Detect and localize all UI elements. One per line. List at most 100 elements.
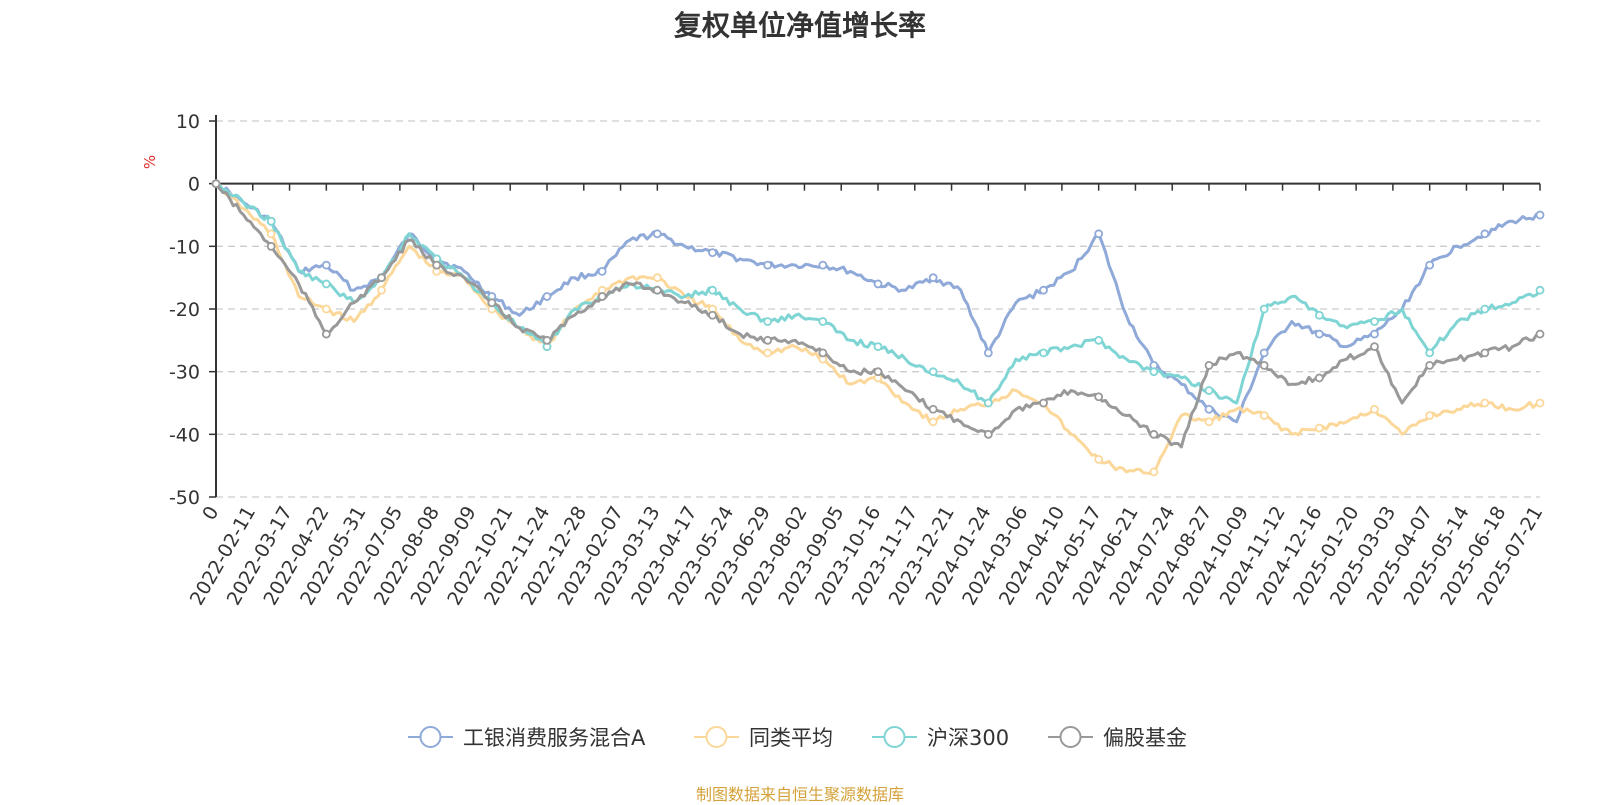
data-source-credit: 制图数据来自恒生聚源数据库 xyxy=(695,785,904,804)
series-point xyxy=(928,417,938,427)
series-point xyxy=(542,292,552,301)
series-point xyxy=(1094,454,1104,464)
series-point xyxy=(1425,260,1435,270)
series-point xyxy=(266,216,276,226)
series-point xyxy=(1204,417,1214,427)
y-axis-unit-label: % xyxy=(141,155,159,169)
series-point xyxy=(1259,304,1269,314)
y-tick-label: 0 xyxy=(188,174,200,196)
series-point xyxy=(763,260,773,270)
series-point xyxy=(983,398,993,408)
legend-item-3[interactable]: 偏股基金 xyxy=(1048,726,1187,750)
series-point xyxy=(1039,348,1048,358)
legend: 工银消费服务混合A 同类平均 沪深300 偏股基金 xyxy=(408,726,1187,750)
series-point xyxy=(873,342,883,352)
series-point xyxy=(652,273,662,283)
series-point xyxy=(1259,411,1269,420)
series-point xyxy=(321,329,331,339)
series-lines xyxy=(211,179,1545,477)
legend-label: 沪深300 xyxy=(927,726,1009,750)
series-point xyxy=(1259,360,1269,370)
legend-marker-icon xyxy=(1059,726,1082,748)
y-tick-label: -20 xyxy=(169,299,200,321)
series-point xyxy=(1314,310,1324,320)
chart-title: 复权单位净值增长率 xyxy=(673,9,926,42)
legend-marker-icon xyxy=(419,726,442,748)
series-point xyxy=(377,273,386,283)
legend-label: 工银消费服务混合A xyxy=(463,726,646,750)
y-tick-label: -40 xyxy=(169,424,200,446)
series-point xyxy=(1204,360,1214,370)
legend-marker-icon xyxy=(883,726,906,748)
series-point xyxy=(1149,429,1159,439)
series-point xyxy=(928,404,938,414)
series-point xyxy=(928,273,938,283)
series-point xyxy=(487,298,497,308)
series-point xyxy=(708,248,717,258)
series-point xyxy=(211,179,221,189)
legend-marker-icon xyxy=(705,726,728,748)
series-point xyxy=(1425,360,1435,370)
series-point xyxy=(1480,304,1490,314)
series-point xyxy=(1314,329,1324,339)
series-point xyxy=(1204,404,1214,414)
series-point xyxy=(763,317,773,326)
series-point xyxy=(1370,317,1379,326)
legend-item-2[interactable]: 沪深300 xyxy=(872,726,1009,750)
legend-item-0[interactable]: 工银消费服务混合A xyxy=(408,726,646,750)
series-point xyxy=(873,367,883,377)
series-point xyxy=(1094,335,1104,345)
series-point xyxy=(818,260,828,270)
series-point xyxy=(377,285,386,295)
series-point xyxy=(708,285,717,295)
x-tick-label: 0 xyxy=(198,503,223,524)
series-point xyxy=(1370,342,1379,352)
series-point xyxy=(763,335,773,345)
series-point xyxy=(873,279,883,289)
series-point xyxy=(1370,329,1379,339)
y-tick-label: -50 xyxy=(169,487,200,509)
series-line-3 xyxy=(214,182,1541,449)
series-point xyxy=(1425,348,1435,358)
series-point xyxy=(763,348,773,358)
series-point xyxy=(652,285,662,295)
grid-lines xyxy=(216,120,1540,498)
series-point xyxy=(1480,398,1490,408)
series-point xyxy=(266,229,276,239)
series-point xyxy=(1094,392,1104,402)
series-point xyxy=(983,429,993,439)
series-point xyxy=(597,266,607,276)
series-line-1 xyxy=(215,182,1541,475)
series-point xyxy=(1535,329,1545,339)
series-point xyxy=(321,279,331,289)
series-point xyxy=(652,229,662,239)
series-point xyxy=(1039,285,1048,295)
y-tick-label: -30 xyxy=(169,362,200,384)
series-point xyxy=(1149,367,1159,377)
series-point xyxy=(1480,229,1490,239)
series-line-0 xyxy=(214,182,1541,424)
series-point xyxy=(321,304,331,314)
series-point xyxy=(1314,423,1324,433)
legend-label: 同类平均 xyxy=(749,726,833,750)
series-point xyxy=(1094,229,1104,239)
series-point xyxy=(1535,285,1545,295)
series-point xyxy=(928,367,938,377)
y-tick-label: -10 xyxy=(169,236,200,258)
legend-label: 偏股基金 xyxy=(1103,726,1187,750)
series-point xyxy=(597,292,607,301)
series-point xyxy=(1259,348,1269,358)
series-point xyxy=(1149,467,1159,477)
series-point xyxy=(266,241,276,251)
legend-item-1[interactable]: 同类平均 xyxy=(694,726,833,750)
series-point xyxy=(708,310,717,320)
series-point xyxy=(983,348,993,358)
series-point xyxy=(818,348,828,358)
series-point xyxy=(1204,386,1214,395)
series-point xyxy=(542,335,552,345)
series-point xyxy=(321,260,331,270)
y-tick-label: 10 xyxy=(176,111,200,133)
series-point xyxy=(1039,398,1048,408)
series-point xyxy=(1535,210,1545,220)
